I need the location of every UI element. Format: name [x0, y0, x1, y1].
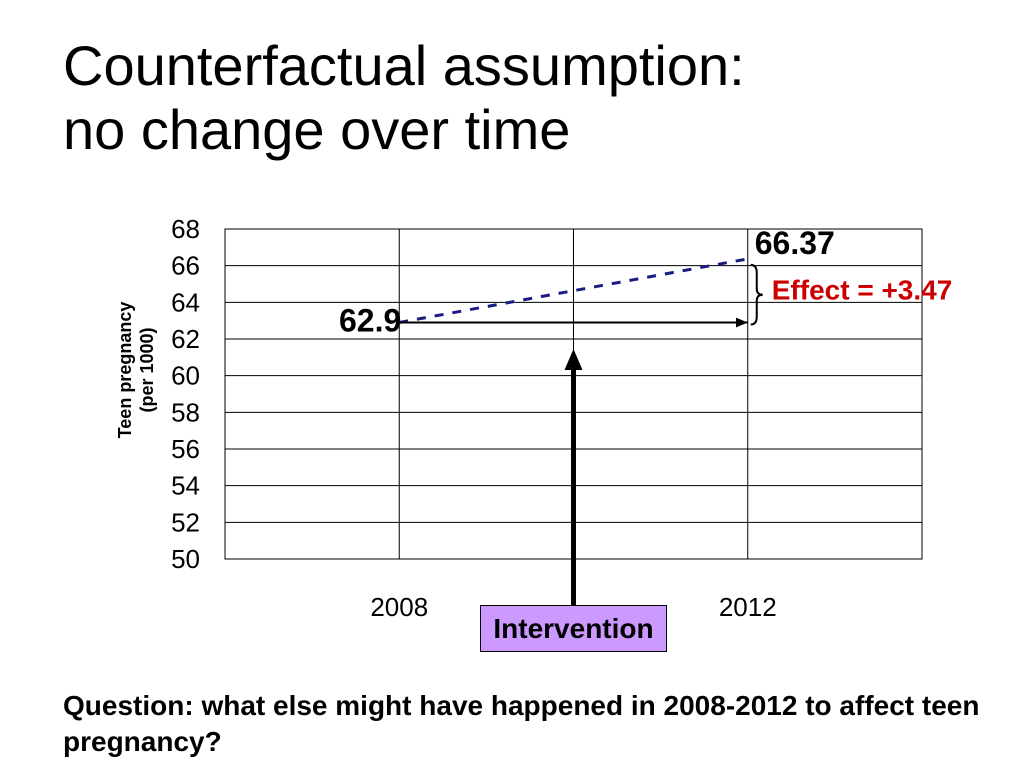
y-axis-label-line-1: Teen pregnancy — [115, 302, 135, 439]
y-tick-label: 54 — [171, 471, 200, 501]
y-tick-label: 52 — [171, 507, 200, 537]
y-axis-label-line-2: (per 1000) — [137, 327, 157, 412]
intervention-arrowhead — [564, 349, 583, 370]
y-axis-tick-labels: 50 52 54 56 58 60 62 64 66 68 — [171, 214, 200, 574]
question-text: Question: what else might have happened … — [63, 688, 979, 760]
question-line-2: pregnancy? — [63, 726, 222, 757]
x-tick-label: 2012 — [719, 592, 777, 622]
data-label-2008: 62.9 — [339, 303, 401, 339]
x-axis-tick-labels: 2008 2012 — [370, 592, 776, 622]
x-tick-label: 2008 — [370, 592, 428, 622]
y-tick-label: 62 — [171, 324, 200, 354]
effect-label: Effect = +3.47 — [772, 275, 953, 306]
y-tick-label: 64 — [171, 287, 200, 317]
y-tick-label: 58 — [171, 397, 200, 427]
question-line-1: Question: what else might have happened … — [63, 690, 980, 721]
slide-title: Counterfactual assumption: no change ove… — [63, 34, 745, 162]
data-label-2012: 66.37 — [755, 225, 835, 261]
y-tick-label: 60 — [171, 361, 200, 391]
y-tick-label: 66 — [171, 251, 200, 281]
effect-brace — [750, 263, 763, 326]
y-tick-label: 56 — [171, 434, 200, 464]
y-tick-label: 50 — [171, 544, 200, 574]
intervention-box: Intervention — [480, 605, 667, 652]
y-tick-label: 68 — [171, 214, 200, 244]
observed-trend-line — [398, 257, 749, 324]
title-line-2: no change over time — [63, 98, 571, 161]
intervention-label: Intervention — [493, 612, 654, 644]
title-line-1: Counterfactual assumption: — [63, 34, 745, 97]
